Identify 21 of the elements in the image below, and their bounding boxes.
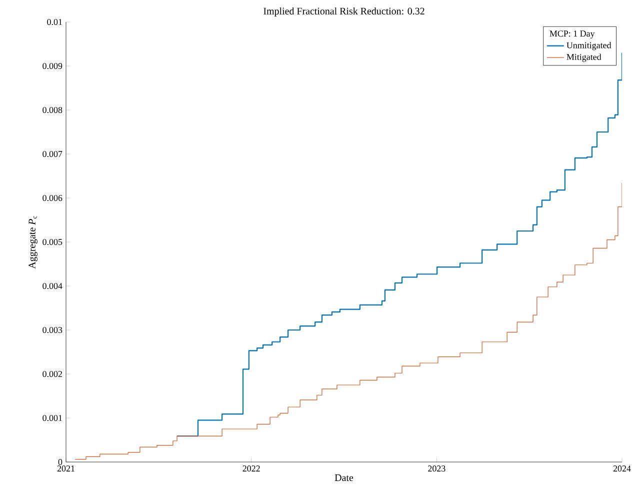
legend-title: MCP: 1 Day [550, 30, 595, 38]
y-tick-label: 0.002 [42, 370, 62, 378]
y-tick-label: 0.009 [42, 62, 62, 70]
y-tick-label: 0.01 [47, 18, 62, 26]
x-tick-label: 2023 [428, 466, 446, 472]
x-axis-title: Date [334, 474, 354, 482]
y-tick-label: 0 [58, 458, 62, 466]
y-tick-label: 0.001 [42, 414, 62, 422]
y-tick-label: 0.007 [42, 150, 62, 158]
legend-label: Unmitigated [566, 42, 612, 50]
x-tick-label: 2022 [242, 466, 260, 472]
y-axis-title: Aggregate P$_{c}$ [28, 216, 38, 269]
y-tick-label: 0.003 [42, 326, 62, 334]
y-tick-label: 0.006 [42, 194, 62, 202]
legend-label: Mitigated [566, 54, 602, 62]
y-tick-label: 0.004 [42, 282, 62, 290]
chart-title: Implied Fractional Risk Reduction: 0.32 [264, 7, 424, 16]
x-tick-label: 2021 [57, 466, 74, 472]
x-tick-label: 2024 [613, 466, 631, 472]
y-tick-label: 0.005 [42, 238, 62, 246]
y-tick-label: 0.008 [42, 106, 62, 114]
